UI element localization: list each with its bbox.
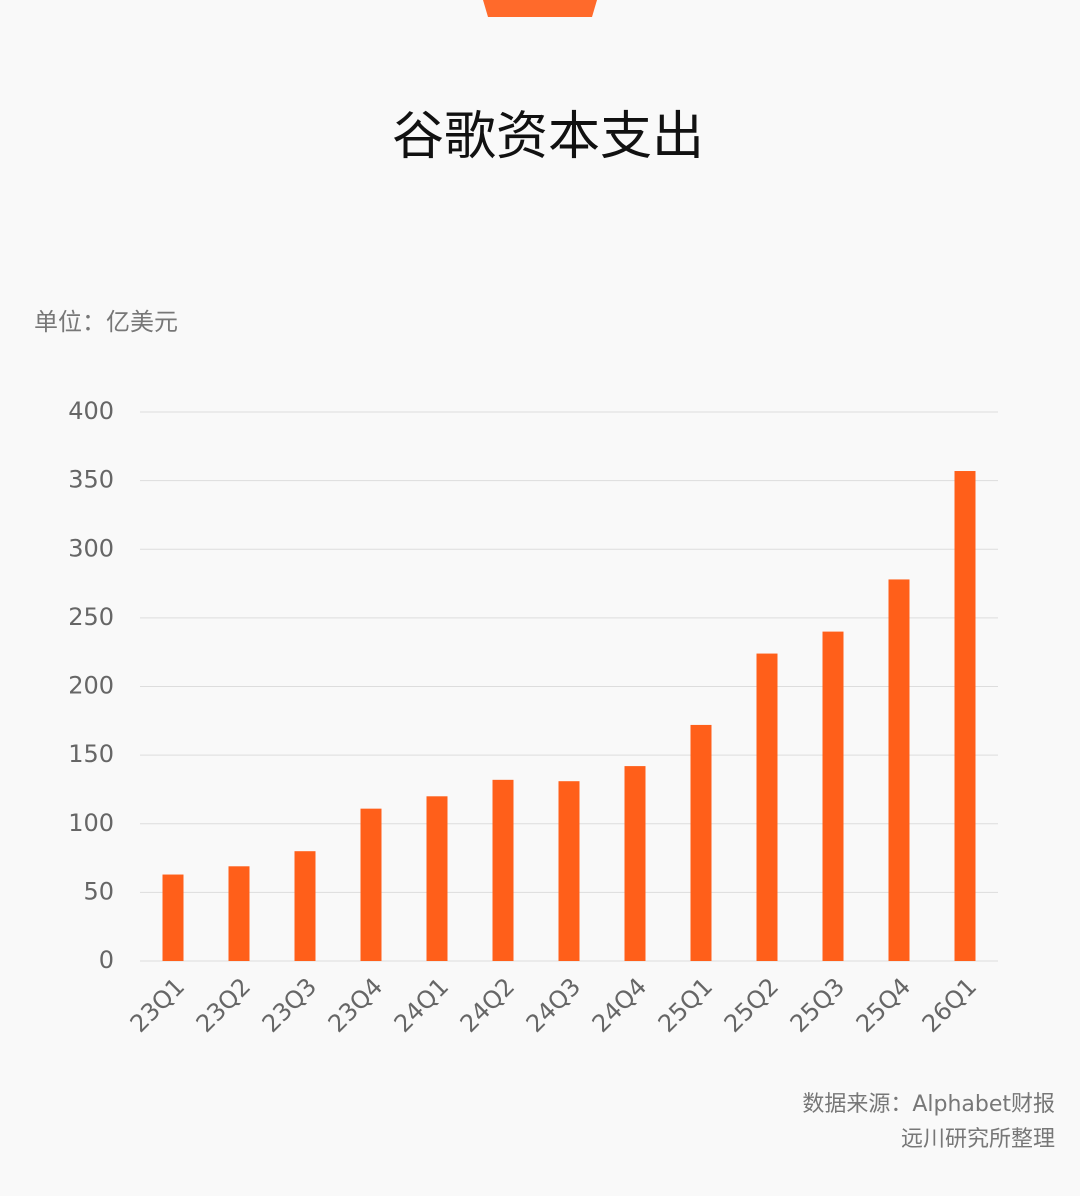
unit-label: 单位：亿美元 [34,308,178,336]
source-line: 数据来源：Alphabet财报 [802,1092,1055,1117]
y-tick-label: 100 [68,809,114,837]
bar [756,653,778,961]
y-tick-label: 200 [68,672,114,700]
bar [690,724,712,961]
bar [228,866,250,961]
bar [822,631,844,961]
bar [492,779,514,961]
y-tick-label: 300 [68,534,114,562]
y-tick-label: 150 [68,740,114,768]
chart-title: 谷歌资本支出 [392,107,704,167]
y-tick-label: 250 [68,603,114,631]
bar [888,579,910,961]
bar [426,796,448,961]
y-tick-label: 0 [99,946,114,974]
bar [624,766,646,961]
y-tick-label: 350 [68,466,114,494]
bar [294,851,316,961]
bar [954,471,976,961]
y-tick-label: 50 [83,877,114,905]
bar [558,781,580,961]
y-tick-label: 400 [68,397,114,425]
bar [360,808,382,961]
source-line: 远川研究所整理 [901,1127,1055,1152]
top-tab [483,0,597,17]
bar [162,874,184,961]
